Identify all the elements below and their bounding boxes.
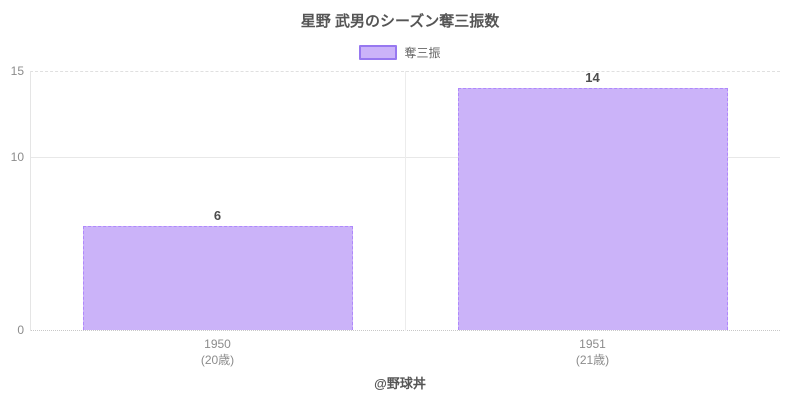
bar-value-label: 6	[213, 208, 222, 224]
x-tick-label-year: 1951	[579, 337, 606, 351]
bar-value-label: 14	[585, 70, 600, 86]
y-tick-label: 10	[10, 150, 24, 165]
chart-footer: @野球丼	[374, 376, 426, 391]
y-tick-label: 0	[17, 323, 24, 337]
x-tick-label-year: 1950	[204, 337, 231, 351]
chart-title: 星野 武男のシーズン奪三振数	[300, 13, 500, 30]
x-tick-label-age: (20歳)	[200, 353, 235, 367]
legend-label: 奪三振	[404, 46, 441, 60]
x-tick-label-age: (21歳)	[575, 353, 610, 367]
bar-1950[interactable]	[82, 226, 353, 330]
y-tick-label: 15	[10, 64, 24, 78]
category-divider-line	[405, 71, 406, 331]
legend-swatch-icon	[359, 45, 398, 60]
y-axis-line	[30, 71, 31, 331]
bar-1951[interactable]	[457, 88, 728, 330]
legend[interactable]: 奪三振	[0, 44, 800, 61]
